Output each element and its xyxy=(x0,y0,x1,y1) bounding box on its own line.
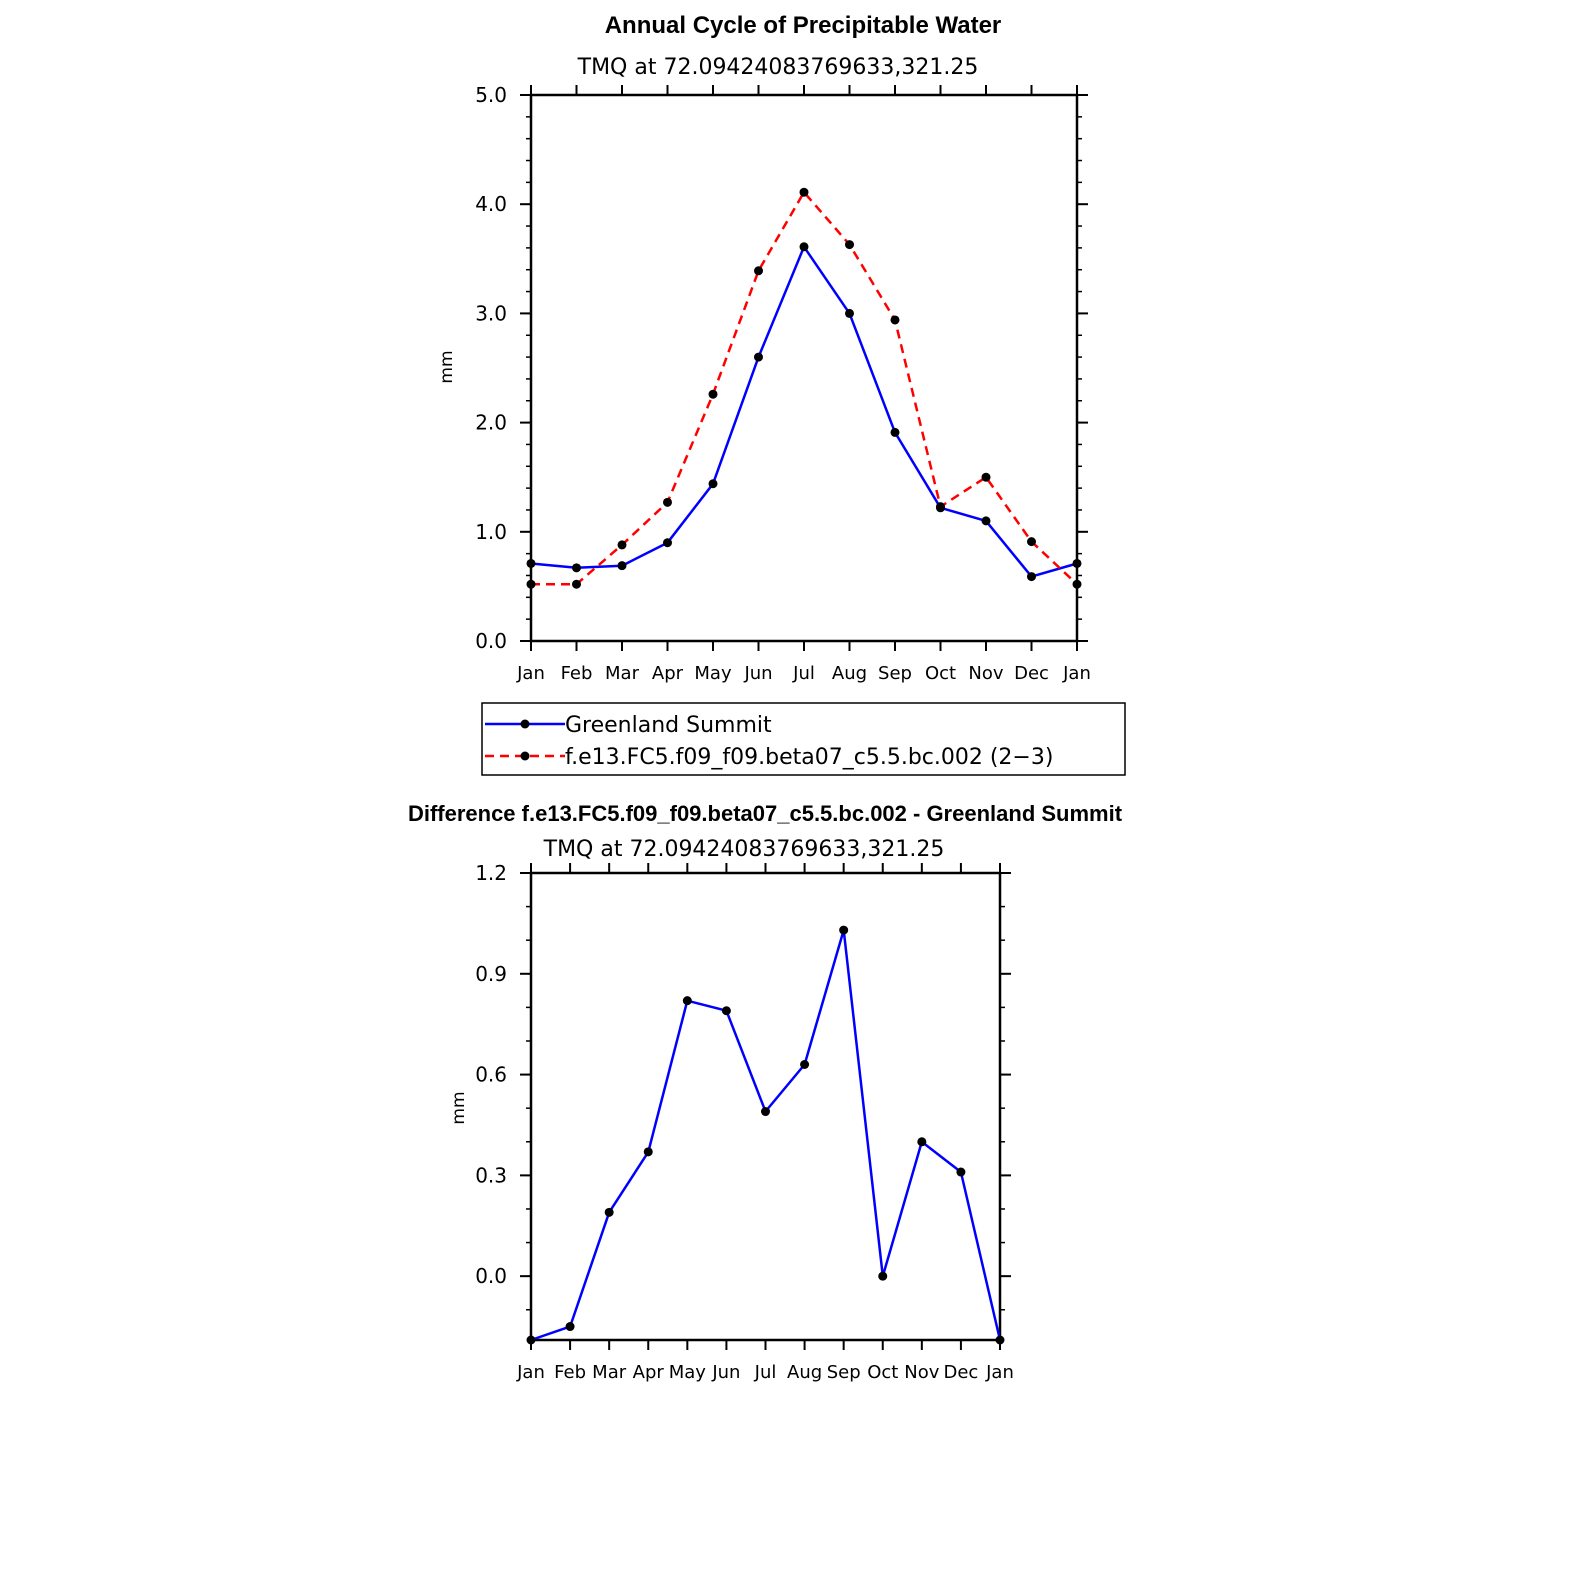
chart1-xtick-label: Jun xyxy=(743,663,772,684)
chart1-xtick-label: Apr xyxy=(652,663,684,684)
chart2-y-axis-label: mm xyxy=(449,1091,469,1124)
chart2-series-0-point xyxy=(682,996,692,1006)
chart2-xtick-label: Jan xyxy=(985,1362,1014,1383)
chart1-ytick-label: 4.0 xyxy=(475,192,507,216)
chart2-xtick-label: Jul xyxy=(754,1362,777,1383)
chart1-series-1-point xyxy=(1072,579,1082,589)
chart1-series-1-point xyxy=(526,579,536,589)
chart1-title: Annual Cycle of Precipitable Water xyxy=(605,12,1002,39)
chart2-xtick-label: Jan xyxy=(516,1362,545,1383)
chart2-ytick-label: 0.9 xyxy=(475,962,507,986)
chart2-series-0-point xyxy=(643,1147,653,1157)
chart1-series-1-point xyxy=(799,187,809,197)
chart1-xtick-label: Jan xyxy=(1062,663,1091,684)
chart2-ytick-label: 0.6 xyxy=(475,1063,507,1087)
chart2-ytick-label: 0.0 xyxy=(475,1264,507,1288)
chart1-series-0-point xyxy=(845,308,854,318)
chart1-series-1-point xyxy=(936,502,945,512)
chart1-series-0-point xyxy=(981,516,991,526)
chart2-xtick-label: Aug xyxy=(787,1362,822,1383)
chart1-ytick-label: 5.0 xyxy=(475,83,507,107)
chart1-series-0-point xyxy=(617,561,627,571)
chart2-xtick-label: Apr xyxy=(633,1362,665,1383)
chart2-series-0-point xyxy=(995,1335,1005,1345)
chart1-series-0-point xyxy=(663,538,672,548)
chart1-series-1-point xyxy=(845,240,854,250)
chart2-series-0-point xyxy=(721,1006,731,1016)
chart2-series-0-point xyxy=(956,1167,966,1177)
chart1-series-0-point xyxy=(754,352,763,362)
chart2-xtick-label: Dec xyxy=(943,1362,978,1383)
legend-label-model: f.e13.FC5.f09_f09.beta07_c5.5.bc.002 (2−… xyxy=(565,745,1053,770)
legend-label-greenland: Greenland Summit xyxy=(565,713,772,738)
chart2-series-0-point xyxy=(917,1137,927,1147)
chart1-xtick-label: Jul xyxy=(792,663,815,684)
chart2-xtick-label: Mar xyxy=(592,1362,627,1383)
chart1-series-1-point xyxy=(890,315,900,325)
chart2-series-0-point xyxy=(839,925,849,935)
chart2-subtitle: TMQ at 72.09424083769633,321.25 xyxy=(543,837,945,862)
chart1-ytick-label: 1.0 xyxy=(475,520,507,544)
chart1-series-0-point xyxy=(890,427,900,437)
chart1-series-0-point xyxy=(708,479,718,489)
chart2-title: Difference f.e13.FC5.f09_f09.beta07_c5.5… xyxy=(408,801,1123,826)
chart1-series-0-point xyxy=(799,242,809,252)
chart2-series-0-point xyxy=(761,1107,770,1117)
chart1-xtick-label: Dec xyxy=(1014,663,1049,684)
chart1-subtitle: TMQ at 72.09424083769633,321.25 xyxy=(577,55,979,80)
chart1-xtick-label: Sep xyxy=(878,663,912,684)
chart2-ytick-label: 1.2 xyxy=(475,861,507,885)
chart2-plot: Jan Feb Mar Apr May Jun Jul Aug Sep Oct Nov Dec Jan 0… xyxy=(475,861,1014,1383)
chart1-legend: Greenland Summit f.e13.FC5.f09_f09.beta0… xyxy=(481,702,1126,776)
chart1-series-0-point xyxy=(1072,558,1082,568)
chart1-series-1-point xyxy=(754,266,763,276)
chart1-xtick-label: Mar xyxy=(605,663,640,684)
chart1-xtick-label: Feb xyxy=(561,663,593,684)
chart2-series-0-point xyxy=(800,1060,810,1070)
chart1-series-1-point xyxy=(617,540,627,550)
chart1-xtick-label: Nov xyxy=(968,663,1003,684)
chart2-series-0-point xyxy=(604,1207,614,1217)
chart1-xtick-label: Jan xyxy=(516,663,545,684)
legend-box xyxy=(481,702,1126,776)
chart1-series-1-point xyxy=(572,579,581,589)
chart2-xtick-label: Jun xyxy=(711,1362,740,1383)
chart2-series-line-0 xyxy=(530,928,1002,1342)
chart2-xtick-label: Sep xyxy=(827,1362,861,1383)
chart2-ytick-label: 0.3 xyxy=(475,1163,507,1187)
chart1-xtick-label: May xyxy=(694,663,732,684)
chart1-xtick-label: Aug xyxy=(832,663,867,684)
chart1-xtick-label: Oct xyxy=(925,663,956,684)
chart1-series-0-point xyxy=(572,563,581,573)
legend-marker-greenland xyxy=(520,719,530,729)
chart1-series-1-point xyxy=(663,497,672,507)
chart1-ytick-label: 2.0 xyxy=(475,411,507,435)
chart2-series-0-point xyxy=(565,1322,575,1332)
chart2-frame xyxy=(529,871,1002,1342)
legend-marker-model xyxy=(520,751,530,761)
chart2-series-0-point xyxy=(878,1271,888,1281)
chart1-series-line-0 xyxy=(530,245,1078,578)
chart1-plot: Jan Feb Mar Apr May Jun Jul Aug Sep Oct Nov Dec Jan 0… xyxy=(475,83,1091,684)
chart2-series-0-point xyxy=(526,1335,536,1345)
chart2-xtick-label: Feb xyxy=(554,1362,586,1383)
chart1-series-0-point xyxy=(1027,572,1036,582)
chart2-xtick-label: May xyxy=(669,1362,707,1383)
chart1-y-axis-label: mm xyxy=(437,350,457,383)
chart1-series-0-point xyxy=(526,558,536,568)
chart1-frame xyxy=(529,93,1079,643)
chart1-ytick-label: 0.0 xyxy=(475,629,507,653)
chart1-series-1-point xyxy=(708,389,718,399)
chart1-series-1-point xyxy=(1027,537,1036,547)
chart1-ytick-label: 3.0 xyxy=(475,301,507,325)
chart1-series-1-point xyxy=(981,472,991,482)
chart2-xtick-label: Nov xyxy=(904,1362,939,1383)
chart2-xtick-label: Oct xyxy=(867,1362,898,1383)
